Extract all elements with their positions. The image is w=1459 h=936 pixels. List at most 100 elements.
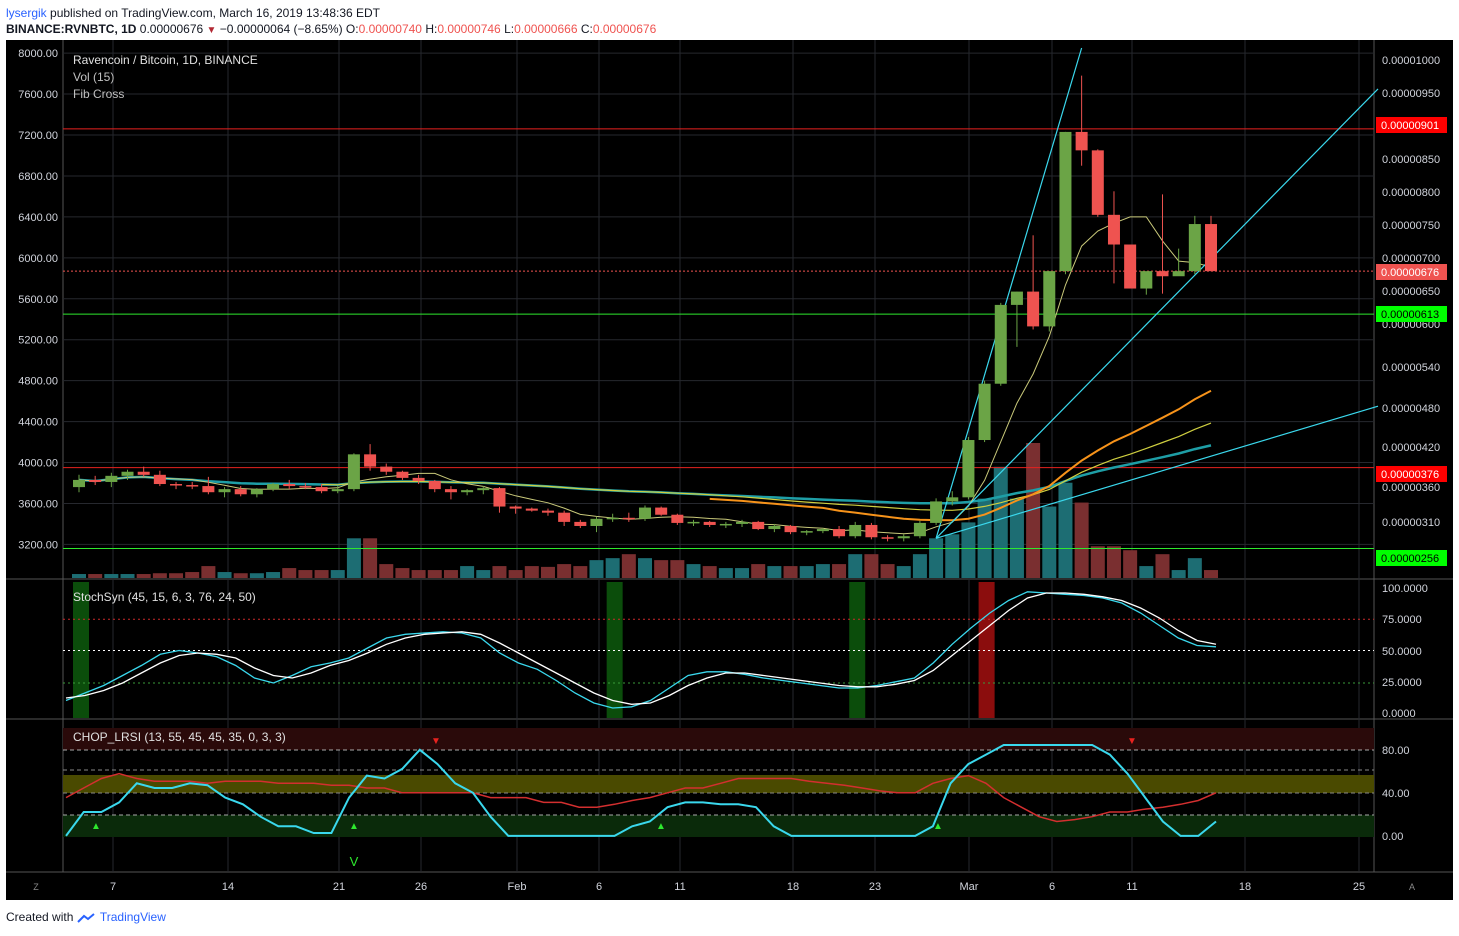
time-tick-label: Mar [960,881,979,893]
candle-body [364,454,377,467]
volume-bar [638,558,652,578]
candle-body [768,525,781,530]
candle-body [186,485,199,487]
time-tick-label: 14 [222,881,234,893]
tradingview-link[interactable]: TradingView [99,910,166,924]
candle-body [930,501,943,523]
price-label-text: 0.00000901 [1381,120,1439,132]
ma-yellow-line [321,422,1212,511]
candle-body [347,454,360,490]
volume-bar [492,566,507,578]
candle-body [234,489,247,495]
time-tick-label: 18 [1239,881,1251,893]
candle-body [1075,131,1088,151]
volume-bar [1042,506,1057,578]
left-axis-tick: 4000.00 [18,458,58,470]
volume-bar [314,570,329,578]
candle-body [897,536,910,539]
stoch-title: StochSyn (45, 15, 6, 3, 76, 24, 50) [73,590,256,604]
time-tick-label: 18 [787,881,799,893]
buy-signal-icon: ▲ [656,821,666,832]
left-axis-tick: 7600.00 [18,89,58,101]
volume-bar [379,564,394,578]
right-axis-tick: 0.00001000 [1382,55,1440,67]
candle-body [1010,291,1023,305]
stoch-axis-tick: 75.0000 [1382,614,1422,626]
price-label-box [1376,117,1447,133]
volume-bar [945,534,960,578]
volume-bar [346,538,361,578]
volume-bar [832,564,847,578]
right-axis-tick: 0.00000420 [1382,442,1440,454]
last-price: 0.00000676 [139,22,204,36]
price-label-box [1376,264,1447,280]
author-link[interactable]: lysergik [6,6,47,20]
right-axis-tick: 0.00000310 [1382,517,1440,529]
candle-body [1059,131,1072,272]
stoch-axis-tick: 25.0000 [1382,677,1422,689]
candle-body [1043,271,1056,327]
candle-body [412,477,425,481]
candle-body [525,508,538,511]
candle-body [1172,271,1185,277]
candle-body [639,507,651,519]
candle-body [816,529,829,532]
volume-bar [476,570,491,578]
time-tick-label: Feb [508,881,527,893]
candle-body [380,466,393,472]
left-axis-tick: 5600.00 [18,294,58,306]
candle-body [73,479,85,488]
candle-body [881,537,894,539]
chart-title: Ravencoin / Bitcoin, 1D, BINANCE [73,53,258,67]
high-label: H: [425,22,438,36]
candle-body [606,517,619,520]
tradingview-logo-icon [77,913,95,923]
volume-bar [363,538,378,578]
volume-bar [298,570,313,578]
candle-body [1140,271,1153,289]
chop-line-chop [65,772,1217,823]
candle-body [218,489,231,493]
created-with: Created with [6,910,74,924]
footer: Created with TradingView [6,910,166,924]
volume-bar [815,564,830,578]
volume-bar [460,566,475,578]
candle-body [202,486,215,493]
volume-bar [411,570,426,578]
volume-bar [557,564,572,578]
stoch-axis-tick: 50.0000 [1382,646,1422,658]
time-tick-label: 26 [415,881,427,893]
volume-bar [848,554,863,578]
signal-highlight-bar [849,582,866,718]
ma-orange-line [709,389,1212,522]
low-label: L: [504,22,515,36]
right-axis-tick: 0.00000750 [1382,220,1440,232]
sell-signal-icon: ▼ [431,736,441,747]
volume-bar [152,573,167,578]
candle-body [461,490,474,493]
volume-bar [880,564,895,578]
left-axis-tick: 6800.00 [18,171,58,183]
volume-bar [233,573,248,578]
chevron-down-icon: V [350,854,359,869]
candle-body [509,506,522,509]
high-value: 0.00000746 [437,22,501,36]
candle-body [1124,244,1137,289]
volume-bar [864,554,879,578]
candle-body [1091,150,1104,215]
chart-canvas[interactable]: 7 14 21 26 Feb 6 11 18 23 Mar 6 11 18 25 Z A 8000.00 7600… [6,40,1453,900]
volume-bar [1204,570,1218,578]
volume-bar [605,558,620,578]
volume-bar [718,568,733,578]
right-axis-tick: 0.00000360 [1382,482,1440,494]
volume-bar [735,568,750,578]
volume-bar [912,554,927,578]
candle-body [590,518,603,526]
volume-bar [767,566,782,578]
candle-body [153,474,166,485]
candle-body [752,521,765,530]
right-axis-tick: 0.00000480 [1382,403,1440,415]
stoch-line-d [65,592,1217,705]
signal-highlight-bar [73,582,89,718]
volume-bar [799,566,814,578]
